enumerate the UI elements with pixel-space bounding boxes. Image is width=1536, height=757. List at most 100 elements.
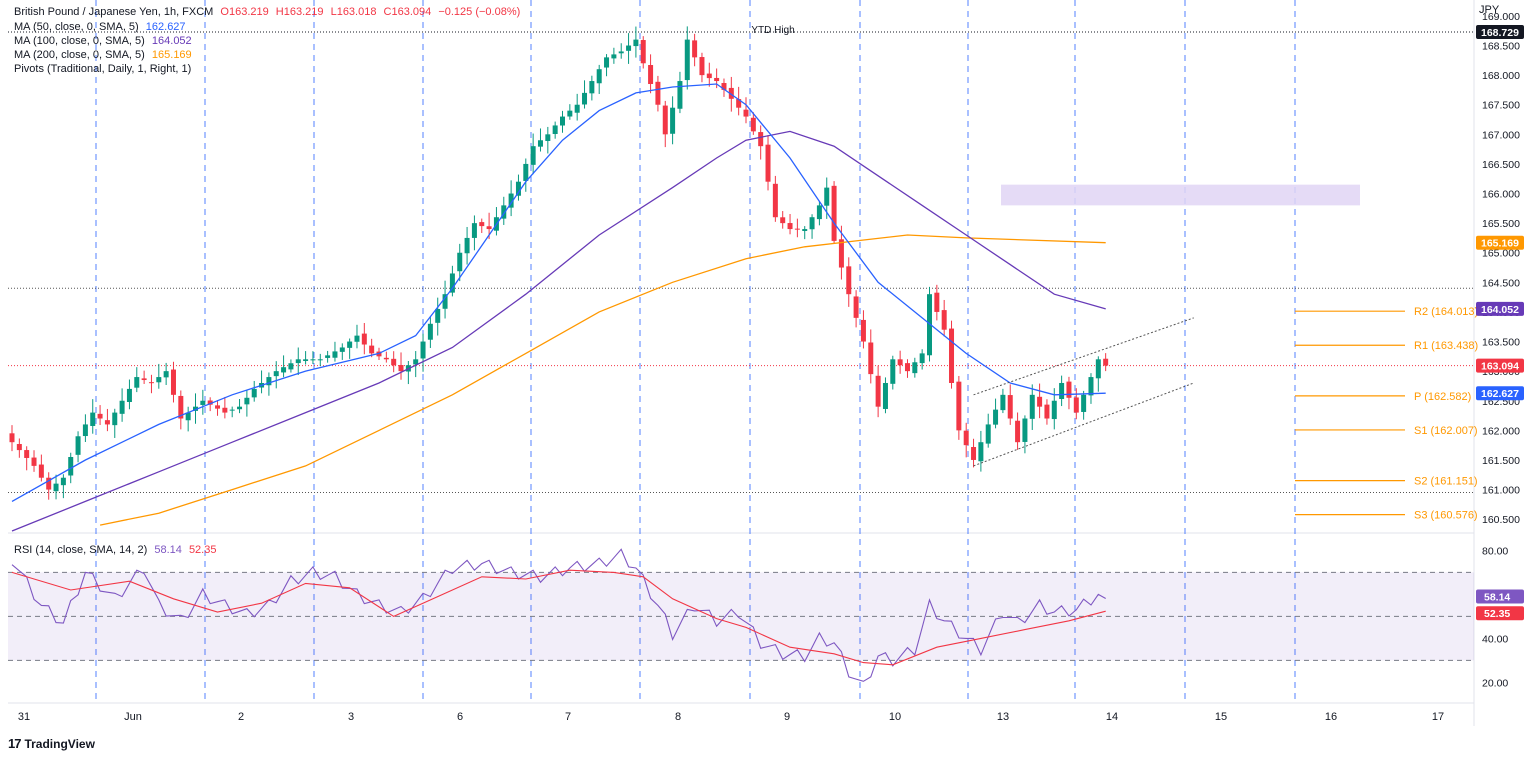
time-tick-31: 31 (18, 711, 30, 723)
candle-body (38, 464, 44, 478)
candle-body (420, 341, 426, 359)
price-tick: 166.500 (1482, 159, 1520, 171)
candle-body (846, 266, 852, 295)
candle-body (1081, 394, 1087, 412)
candle-body (273, 371, 279, 377)
price-label-4: 162.627 (1481, 388, 1519, 400)
candle-body (1022, 418, 1028, 442)
candle-body (882, 382, 888, 409)
candle-body (266, 377, 272, 386)
candles (9, 26, 1109, 500)
rsi-tick-40: 40.00 (1482, 633, 1508, 645)
legend-ma50-value: 162.627 (145, 21, 186, 33)
candle-body (794, 228, 800, 230)
candle-body (449, 273, 455, 293)
candle-body (178, 395, 184, 419)
candle-body (618, 51, 624, 54)
candle-body (1066, 381, 1072, 398)
price-tick: 168.500 (1482, 41, 1520, 53)
pivot-s2-label: S2 (161.151) (1414, 476, 1478, 488)
candle-body (545, 134, 551, 141)
candle-body (281, 367, 287, 373)
candle-body (60, 477, 66, 486)
candle-body (743, 109, 749, 117)
candle-body (860, 319, 866, 342)
legend-ma50-row[interactable]: MA (50, close, 0, SMA, 5) 162.627 (14, 20, 186, 34)
candle-body (897, 359, 903, 366)
candle-body (200, 400, 206, 405)
price-tick: 165.000 (1482, 248, 1520, 260)
legend-rsi-row[interactable]: RSI (14, close, SMA, 14, 2) 58.14 52.35 (14, 543, 216, 557)
candle-body (244, 397, 250, 405)
candle-body (1088, 377, 1094, 396)
legend-change: −0.125 (−0.08%) (438, 6, 521, 18)
candle-body (949, 328, 955, 383)
candle-body (288, 363, 294, 370)
price-label-bg-2 (1476, 301, 1524, 316)
legend-ma200-row[interactable]: MA (200, close, 0, SMA, 5) 165.169 (14, 48, 192, 62)
candle-body (1037, 396, 1043, 407)
candle-body (1051, 400, 1057, 420)
candle-body (361, 333, 367, 345)
candle-body (772, 183, 778, 218)
candle-body (1015, 420, 1021, 443)
channel-upper (973, 317, 1194, 396)
supply-zone (1001, 184, 1360, 206)
candle-body (596, 69, 602, 84)
rsi-tick-20: 20.00 (1482, 677, 1508, 689)
pivot-s3-label: S3 (160.576) (1414, 510, 1478, 522)
rsi-tick-80: 80.00 (1482, 545, 1508, 557)
time-tick-15: 15 (1215, 711, 1227, 723)
price-label-bg-1 (1476, 235, 1524, 250)
rsi-label-bg-0 (1476, 589, 1524, 604)
candle-body (853, 296, 859, 318)
legend-low: L163.018 (330, 6, 377, 18)
legend-pivots-row[interactable]: Pivots (Traditional, Daily, 1, Right, 1) (14, 62, 191, 76)
candle-body (985, 424, 991, 444)
candle-body (523, 163, 529, 181)
candle-body (809, 217, 815, 230)
candle-body (457, 252, 463, 272)
candle-body (780, 217, 786, 224)
candle-body (9, 433, 15, 443)
candle-body (1095, 359, 1101, 379)
candle-body (816, 205, 822, 220)
candle-body (347, 341, 353, 348)
legend-ma100-row[interactable]: MA (100, close, 0, SMA, 5) 164.052 (14, 34, 192, 48)
candle-body (611, 54, 617, 59)
price-tick: 161.000 (1482, 485, 1520, 497)
legend-pivots-label: Pivots (Traditional, Daily, 1, Right, 1) (14, 63, 192, 75)
candle-body (185, 412, 191, 421)
time-tick-17: 17 (1432, 711, 1444, 723)
legend-ma50-label: MA (50, close, 0, SMA, 5) (14, 21, 139, 33)
candle-body (207, 400, 213, 405)
candle-body (53, 483, 59, 492)
pivot-r1-label: R1 (163.438) (1414, 340, 1478, 352)
candle-body (831, 185, 837, 241)
candle-body (582, 92, 588, 105)
candle-body (706, 73, 712, 79)
time-tick-13: 13 (997, 711, 1009, 723)
price-tick: 160.500 (1482, 514, 1520, 526)
candle-body (604, 57, 610, 68)
candle-body (31, 457, 37, 466)
candle-body (1059, 382, 1065, 400)
candle-body (648, 65, 654, 85)
candle-body (486, 226, 492, 230)
candle-body (508, 193, 514, 208)
legend-high: H163.219 (275, 6, 324, 18)
rsi-label-bg-1 (1476, 606, 1524, 621)
candle-body (626, 45, 632, 51)
candle-body (919, 353, 925, 364)
time-tick-3: 3 (348, 711, 354, 723)
candle-body (824, 187, 830, 206)
tradingview-brand[interactable]: 17 TradingView (8, 736, 95, 751)
candle-body (802, 229, 808, 231)
candle-body (215, 405, 221, 409)
candle-body (237, 406, 243, 410)
candle-body (890, 359, 896, 384)
candle-body (993, 409, 999, 425)
candle-body (560, 116, 565, 126)
candle-body (332, 351, 338, 358)
